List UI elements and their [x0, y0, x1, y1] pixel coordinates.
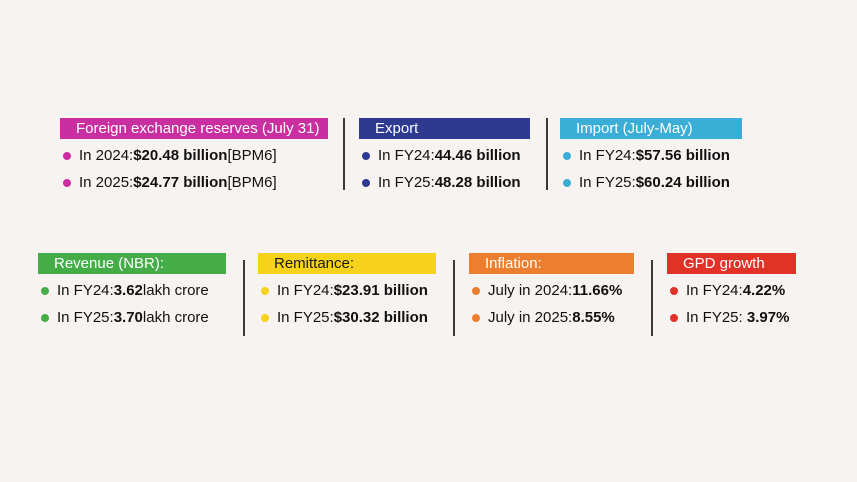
item-value: $57.56 billion	[635, 147, 730, 164]
item-value: 44.46 billion	[434, 147, 521, 164]
divider	[453, 260, 455, 336]
bullet-icon	[41, 313, 49, 322]
remittance-card: Remittance: In FY24: $23.91 billion In F…	[258, 253, 436, 328]
import-header: Import (July-May)	[560, 118, 742, 139]
list-item: In 2025: $24.77 billion [BPM6]	[60, 172, 328, 193]
bullet-icon	[563, 178, 571, 187]
item-value: $23.91 billion	[333, 282, 428, 299]
list-item: In FY24: 44.46 billion	[359, 145, 530, 166]
item-label: In FY24:	[378, 147, 435, 164]
item-suffix: lakh crore	[142, 309, 209, 326]
bullet-icon	[563, 151, 571, 160]
item-label: In FY25:	[378, 174, 435, 191]
divider	[651, 260, 653, 336]
item-label: July in 2024:	[488, 282, 573, 299]
item-label: In FY25:	[686, 309, 743, 326]
item-suffix: [BPM6]	[227, 174, 277, 191]
item-label: In FY25:	[579, 174, 636, 191]
item-label: In 2024:	[79, 147, 134, 164]
item-label: In FY24:	[57, 282, 114, 299]
export-header: Export	[359, 118, 530, 139]
list-item: In FY24: 4.22%	[667, 280, 796, 301]
bullet-icon	[41, 286, 49, 295]
gdp-header: GPD growth	[667, 253, 796, 274]
import-card: Import (July-May) In FY24: $57.56 billio…	[560, 118, 742, 193]
remittance-header: Remittance:	[258, 253, 436, 274]
list-item: In FY25: $60.24 billion	[560, 172, 742, 193]
revenue-header: Revenue (NBR):	[38, 253, 226, 274]
bullet-icon	[261, 313, 269, 322]
export-card: Export In FY24: 44.46 billion In FY25: 4…	[359, 118, 530, 193]
item-value: $24.77 billion	[133, 174, 228, 191]
item-value: $20.48 billion	[133, 147, 228, 164]
bullet-icon	[670, 313, 678, 322]
item-value: 3.70	[113, 309, 143, 326]
bullet-icon	[472, 286, 480, 295]
list-item: In FY25: 3.97%	[667, 307, 796, 328]
item-value: 8.55%	[572, 309, 615, 326]
item-value: 48.28 billion	[434, 174, 521, 191]
item-label: In 2025:	[79, 174, 134, 191]
bullet-icon	[362, 178, 370, 187]
bullet-icon	[472, 313, 480, 322]
gdp-card: GPD growth In FY24: 4.22% In FY25: 3.97%	[667, 253, 796, 328]
list-item: July in 2025: 8.55%	[469, 307, 634, 328]
item-label: In FY25:	[57, 309, 114, 326]
bullet-icon	[362, 151, 370, 160]
list-item: In FY25: 3.70 lakh crore	[38, 307, 226, 328]
divider	[343, 118, 345, 190]
inflation-header: Inflation:	[469, 253, 634, 274]
list-item: In FY24: $23.91 billion	[258, 280, 436, 301]
item-value: 11.66%	[572, 282, 623, 299]
item-suffix: lakh crore	[142, 282, 209, 299]
item-value: 3.62	[113, 282, 143, 299]
list-item: July in 2024: 11.66%	[469, 280, 634, 301]
revenue-card: Revenue (NBR): In FY24: 3.62 lakh crore …	[38, 253, 226, 328]
divider	[243, 260, 245, 336]
bullet-icon	[63, 178, 71, 187]
list-item: In 2024: $20.48 billion [BPM6]	[60, 145, 328, 166]
item-label: In FY25:	[277, 309, 334, 326]
list-item: In FY24: $57.56 billion	[560, 145, 742, 166]
list-item: In FY25: 48.28 billion	[359, 172, 530, 193]
list-item: In FY25: $30.32 billion	[258, 307, 436, 328]
item-value: 3.97%	[742, 309, 790, 326]
bullet-icon	[63, 151, 71, 160]
inflation-card: Inflation: July in 2024: 11.66% July in …	[469, 253, 634, 328]
divider	[546, 118, 548, 190]
bullet-icon	[670, 286, 678, 295]
item-label: In FY24:	[277, 282, 334, 299]
list-item: In FY24: 3.62 lakh crore	[38, 280, 226, 301]
reserves-card: Foreign exchange reserves (July 31) In 2…	[60, 118, 328, 193]
item-label: July in 2025:	[488, 309, 573, 326]
item-value: $60.24 billion	[635, 174, 730, 191]
bullet-icon	[261, 286, 269, 295]
item-label: In FY24:	[579, 147, 636, 164]
item-label: In FY24:	[686, 282, 743, 299]
reserves-header: Foreign exchange reserves (July 31)	[60, 118, 328, 139]
item-value: $30.32 billion	[333, 309, 428, 326]
item-value: 4.22%	[742, 282, 786, 299]
item-suffix: [BPM6]	[227, 147, 277, 164]
